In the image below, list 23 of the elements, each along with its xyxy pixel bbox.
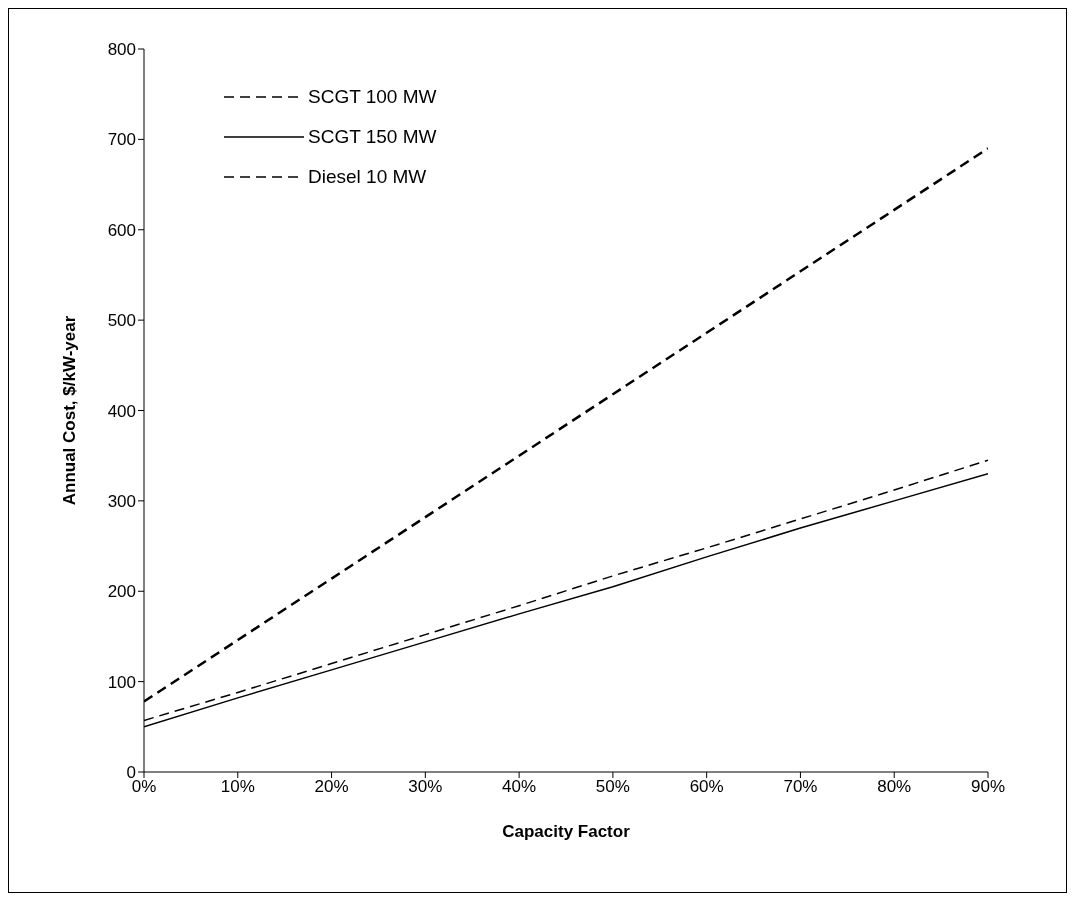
y-tick-label: 700: [107, 130, 136, 150]
x-tick-label: 0%: [131, 777, 157, 797]
y-tick-label: 400: [107, 401, 136, 421]
x-tick-label: 10%: [220, 777, 255, 797]
legend-label: Diesel 10 MW: [308, 166, 427, 188]
y-tick-label: 500: [107, 311, 136, 331]
y-tick-label: 200: [107, 582, 136, 602]
y-tick-label: 300: [107, 491, 136, 511]
x-tick-label: 90%: [970, 777, 1006, 797]
y-tick-label: 800: [107, 40, 136, 60]
y-tick-label: 600: [107, 220, 136, 240]
x-tick-label: 20%: [314, 777, 349, 797]
x-tick-label: 70%: [783, 777, 818, 797]
y-axis-title: Annual Cost, $/kW-year: [60, 315, 80, 506]
x-tick-label: 80%: [877, 777, 912, 797]
legend-label: SCGT 150 MW: [308, 126, 437, 148]
y-tick-label: 100: [107, 672, 136, 692]
x-tick-label: 40%: [502, 777, 537, 797]
x-tick-label: 30%: [408, 777, 443, 797]
x-tick-label: 60%: [689, 777, 724, 797]
x-axis-title: Capacity Factor: [502, 822, 631, 841]
x-tick-label: 50%: [595, 777, 630, 797]
legend-label: SCGT 100 MW: [308, 86, 437, 108]
